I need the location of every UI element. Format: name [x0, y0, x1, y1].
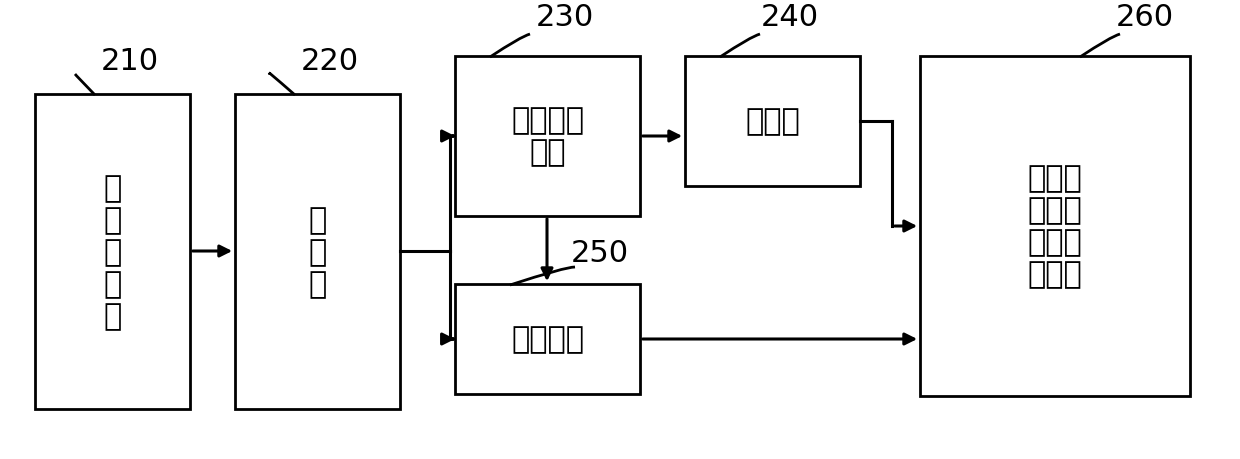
- Text: 码: 码: [103, 269, 122, 298]
- Text: 数据点: 数据点: [1028, 228, 1083, 257]
- Bar: [236, 95, 401, 409]
- Text: 的三维: 的三维: [1028, 196, 1083, 225]
- Text: 210: 210: [100, 47, 159, 76]
- Text: 燵: 燵: [309, 206, 326, 235]
- Text: 流: 流: [103, 301, 122, 330]
- Bar: [455, 285, 640, 394]
- Text: 解码后: 解码后: [1028, 164, 1083, 193]
- Text: 待: 待: [103, 174, 122, 203]
- Text: 逆量化: 逆量化: [745, 107, 800, 136]
- Text: 码: 码: [309, 269, 326, 298]
- Text: 解码: 解码: [529, 138, 565, 167]
- Text: 260: 260: [1116, 4, 1174, 33]
- Bar: [684, 57, 861, 187]
- Text: 250: 250: [570, 238, 629, 267]
- Text: 集数据: 集数据: [1028, 260, 1083, 289]
- Text: 属性解码: 属性解码: [511, 325, 584, 354]
- Text: 位置坐标: 位置坐标: [511, 106, 584, 135]
- Text: 码: 码: [103, 237, 122, 266]
- Text: 240: 240: [761, 4, 820, 33]
- Text: 解: 解: [309, 237, 326, 266]
- Bar: [455, 57, 640, 217]
- Text: 220: 220: [301, 47, 360, 76]
- Text: 230: 230: [536, 4, 594, 33]
- Text: 解: 解: [103, 206, 122, 235]
- Bar: [35, 95, 190, 409]
- Bar: [920, 57, 1190, 396]
